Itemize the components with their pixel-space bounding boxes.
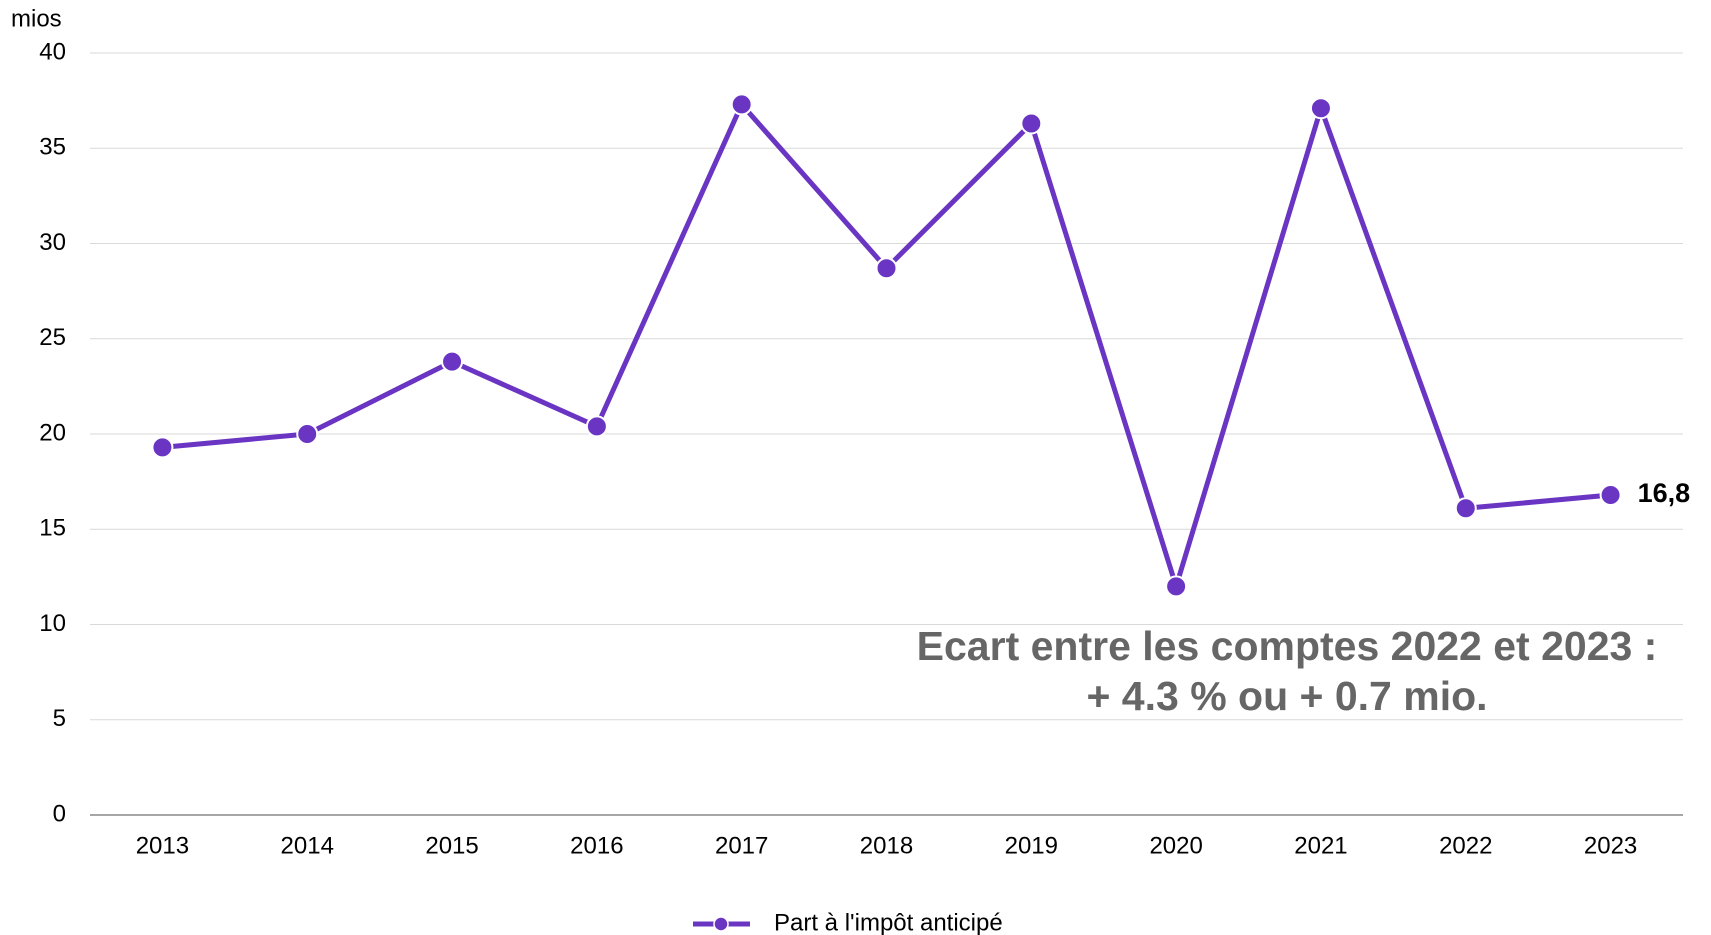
y-tick-label: 10 xyxy=(39,610,66,637)
y-tick-label: 15 xyxy=(39,515,66,542)
y-tick-label: 20 xyxy=(39,419,66,446)
x-tick-label: 2013 xyxy=(136,832,189,859)
marker xyxy=(585,415,608,438)
marker xyxy=(1165,575,1188,598)
annotation: Ecart entre les comptes 2022 et 2023 : xyxy=(917,623,1658,669)
x-tick-label: 2016 xyxy=(570,832,623,859)
marker xyxy=(151,436,174,459)
x-tick-label: 2015 xyxy=(425,832,478,859)
y-tick-label: 40 xyxy=(39,38,66,65)
x-tick-label: 2018 xyxy=(860,832,913,859)
y-tick-label: 0 xyxy=(53,800,66,827)
line xyxy=(162,101,1611,589)
marker xyxy=(1020,112,1043,135)
marker xyxy=(296,423,319,445)
data-label: 16,8 xyxy=(1638,478,1691,508)
y-tick-label: 25 xyxy=(39,324,66,351)
x-tick-label: 2019 xyxy=(1005,832,1058,859)
marker xyxy=(875,257,898,280)
y-unit-label: mios xyxy=(11,5,62,32)
y-tick-label: 5 xyxy=(53,705,66,732)
x-tick-label: 2021 xyxy=(1294,832,1347,859)
x-tick-label: 2017 xyxy=(715,832,768,859)
marker xyxy=(730,93,753,116)
annotation: + 4.3 % ou + 0.7 mio. xyxy=(1086,673,1487,719)
marker xyxy=(1599,483,1622,506)
legend-marker xyxy=(713,916,729,932)
marker xyxy=(1454,497,1477,520)
x-tick-label: 2023 xyxy=(1584,832,1637,859)
marker xyxy=(441,350,464,373)
x-tick-label: 2022 xyxy=(1439,832,1492,859)
legend-label: Part à l'impôt anticipé xyxy=(774,909,1003,935)
y-tick-label: 30 xyxy=(39,229,66,256)
x-tick-label: 2014 xyxy=(281,832,334,859)
marker xyxy=(1309,97,1332,120)
y-tick-label: 35 xyxy=(39,134,66,161)
x-tick-label: 2020 xyxy=(1149,832,1202,859)
